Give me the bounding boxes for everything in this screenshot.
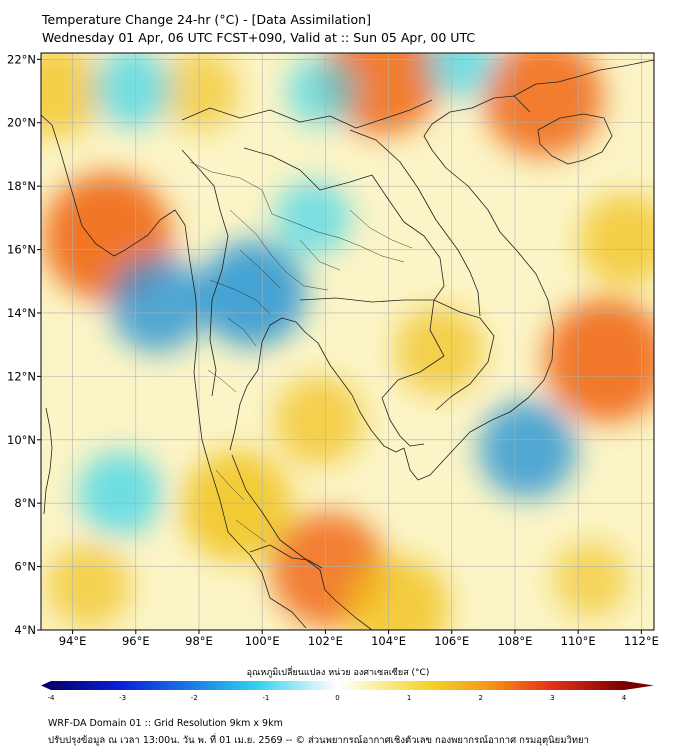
thai-laos-border xyxy=(243,147,445,301)
lat-tick-label: 4°N xyxy=(14,623,36,637)
lat-tick-label: 22°N xyxy=(7,52,36,66)
thai-cambodia-border xyxy=(299,297,445,399)
warm-anomaly-13 xyxy=(553,541,629,618)
lon-tick-label: 106°E xyxy=(434,634,469,648)
footer-model-info: WRF-DA Domain 01 :: Grid Resolution 9km … xyxy=(48,718,283,729)
colorbar xyxy=(51,681,624,690)
lon-tick-label: 112°E xyxy=(624,634,659,648)
colorbar-tick-label: -1 xyxy=(262,694,269,702)
thai-malaysia-border xyxy=(249,544,323,569)
thai-myanmar-border xyxy=(181,149,229,397)
warm-anomaly-5 xyxy=(181,450,293,562)
colorbar-ticks: -4 -3 -2 -1 0 1 2 3 4 xyxy=(48,694,627,702)
southern-china-coast xyxy=(513,59,654,97)
colorbar-tick-label: -2 xyxy=(191,694,198,702)
temperature-field xyxy=(41,53,654,630)
cool-anomaly-5 xyxy=(274,180,351,256)
lon-tick-label: 110°E xyxy=(561,634,596,648)
lat-tick-label: 12°N xyxy=(7,369,36,383)
cool-anomaly-3 xyxy=(77,451,163,536)
vietnam-coast xyxy=(423,95,555,449)
graticule xyxy=(41,53,654,630)
lon-tick-label: 94°E xyxy=(59,634,87,648)
lat-tick-label: 6°N xyxy=(14,560,36,574)
andaman-islands xyxy=(43,407,53,515)
cambodia-vietnam-border xyxy=(433,299,495,411)
coastlines-and-borders xyxy=(41,59,654,630)
cool-anomaly-0 xyxy=(199,240,306,348)
warm-anomaly-8 xyxy=(394,306,484,396)
lat-tick-label: 14°N xyxy=(7,306,36,320)
colorbar-tick-label: 0 xyxy=(335,694,339,702)
colorbar-low-extend xyxy=(41,681,51,690)
lon-tick-label: 102°E xyxy=(308,634,343,648)
china-northern-border xyxy=(181,99,433,129)
mekong-river xyxy=(381,397,425,447)
myanmar-west-coast xyxy=(41,114,307,629)
colorbar-tick-label: 2 xyxy=(479,694,483,702)
colorbar-tick-label: 1 xyxy=(407,694,411,702)
lat-tick-label: 10°N xyxy=(7,433,36,447)
warm-anomaly-12 xyxy=(46,543,131,628)
lat-tick-label: 8°N xyxy=(14,496,36,510)
provincial-lines xyxy=(189,161,413,543)
cool-anomaly-7 xyxy=(286,55,358,127)
lat-tick-label: 20°N xyxy=(7,116,36,130)
lon-tick-label: 104°E xyxy=(371,634,406,648)
cool-anomaly-2 xyxy=(478,400,577,499)
colorbar-tick-label: 4 xyxy=(622,694,627,702)
warm-anomaly-7 xyxy=(274,376,364,466)
lon-tick-label: 100°E xyxy=(245,634,280,648)
lon-tick-label: 98°E xyxy=(185,634,213,648)
laos-vietnam-border xyxy=(349,129,481,317)
colorbar-tick-label: -4 xyxy=(48,694,56,702)
warm-anomaly-1 xyxy=(544,298,654,423)
lat-tick-label: 16°N xyxy=(7,243,36,257)
hainan-island xyxy=(537,113,613,165)
axis-ticks: 94°E 96°E 98°E 100°E 102°E 104°E 106°E 108°E 110… xyxy=(7,52,659,648)
colorbar-tick-label: 3 xyxy=(550,694,554,702)
cool-anomaly-4 xyxy=(92,53,173,128)
warm-anomaly-10 xyxy=(578,193,654,287)
warm-anomaly-6 xyxy=(347,556,450,630)
footer-credit: ปรับปรุงข้อมูล ณ เวลา 13:00น. วัน พ. ที่… xyxy=(48,735,589,746)
plot-frame xyxy=(40,52,655,631)
cool-anomaly-1 xyxy=(109,254,207,353)
colorbar-tick-label: -3 xyxy=(119,694,126,702)
gulf-of-thailand-coast xyxy=(229,317,456,481)
cool-anomaly-6 xyxy=(423,53,500,101)
colorbar-high-extend xyxy=(624,681,654,690)
map-subtitle: Wednesday 01 Apr, 06 UTC FCST+090, Valid… xyxy=(42,30,476,45)
lon-tick-label: 96°E xyxy=(122,634,150,648)
warm-anomaly-3 xyxy=(483,53,604,158)
lat-tick-label: 18°N xyxy=(7,179,36,193)
colorbar-label: อุณหภูมิเปลี่ยนแปลง หน่วย องศาเซลเซียส (… xyxy=(246,668,430,678)
warm-anomaly-9 xyxy=(41,53,104,138)
map-title: Temperature Change 24-hr (°C) - [Data As… xyxy=(42,12,371,27)
lon-tick-label: 108°E xyxy=(497,634,532,648)
malay-peninsula-east-coast xyxy=(231,454,373,630)
